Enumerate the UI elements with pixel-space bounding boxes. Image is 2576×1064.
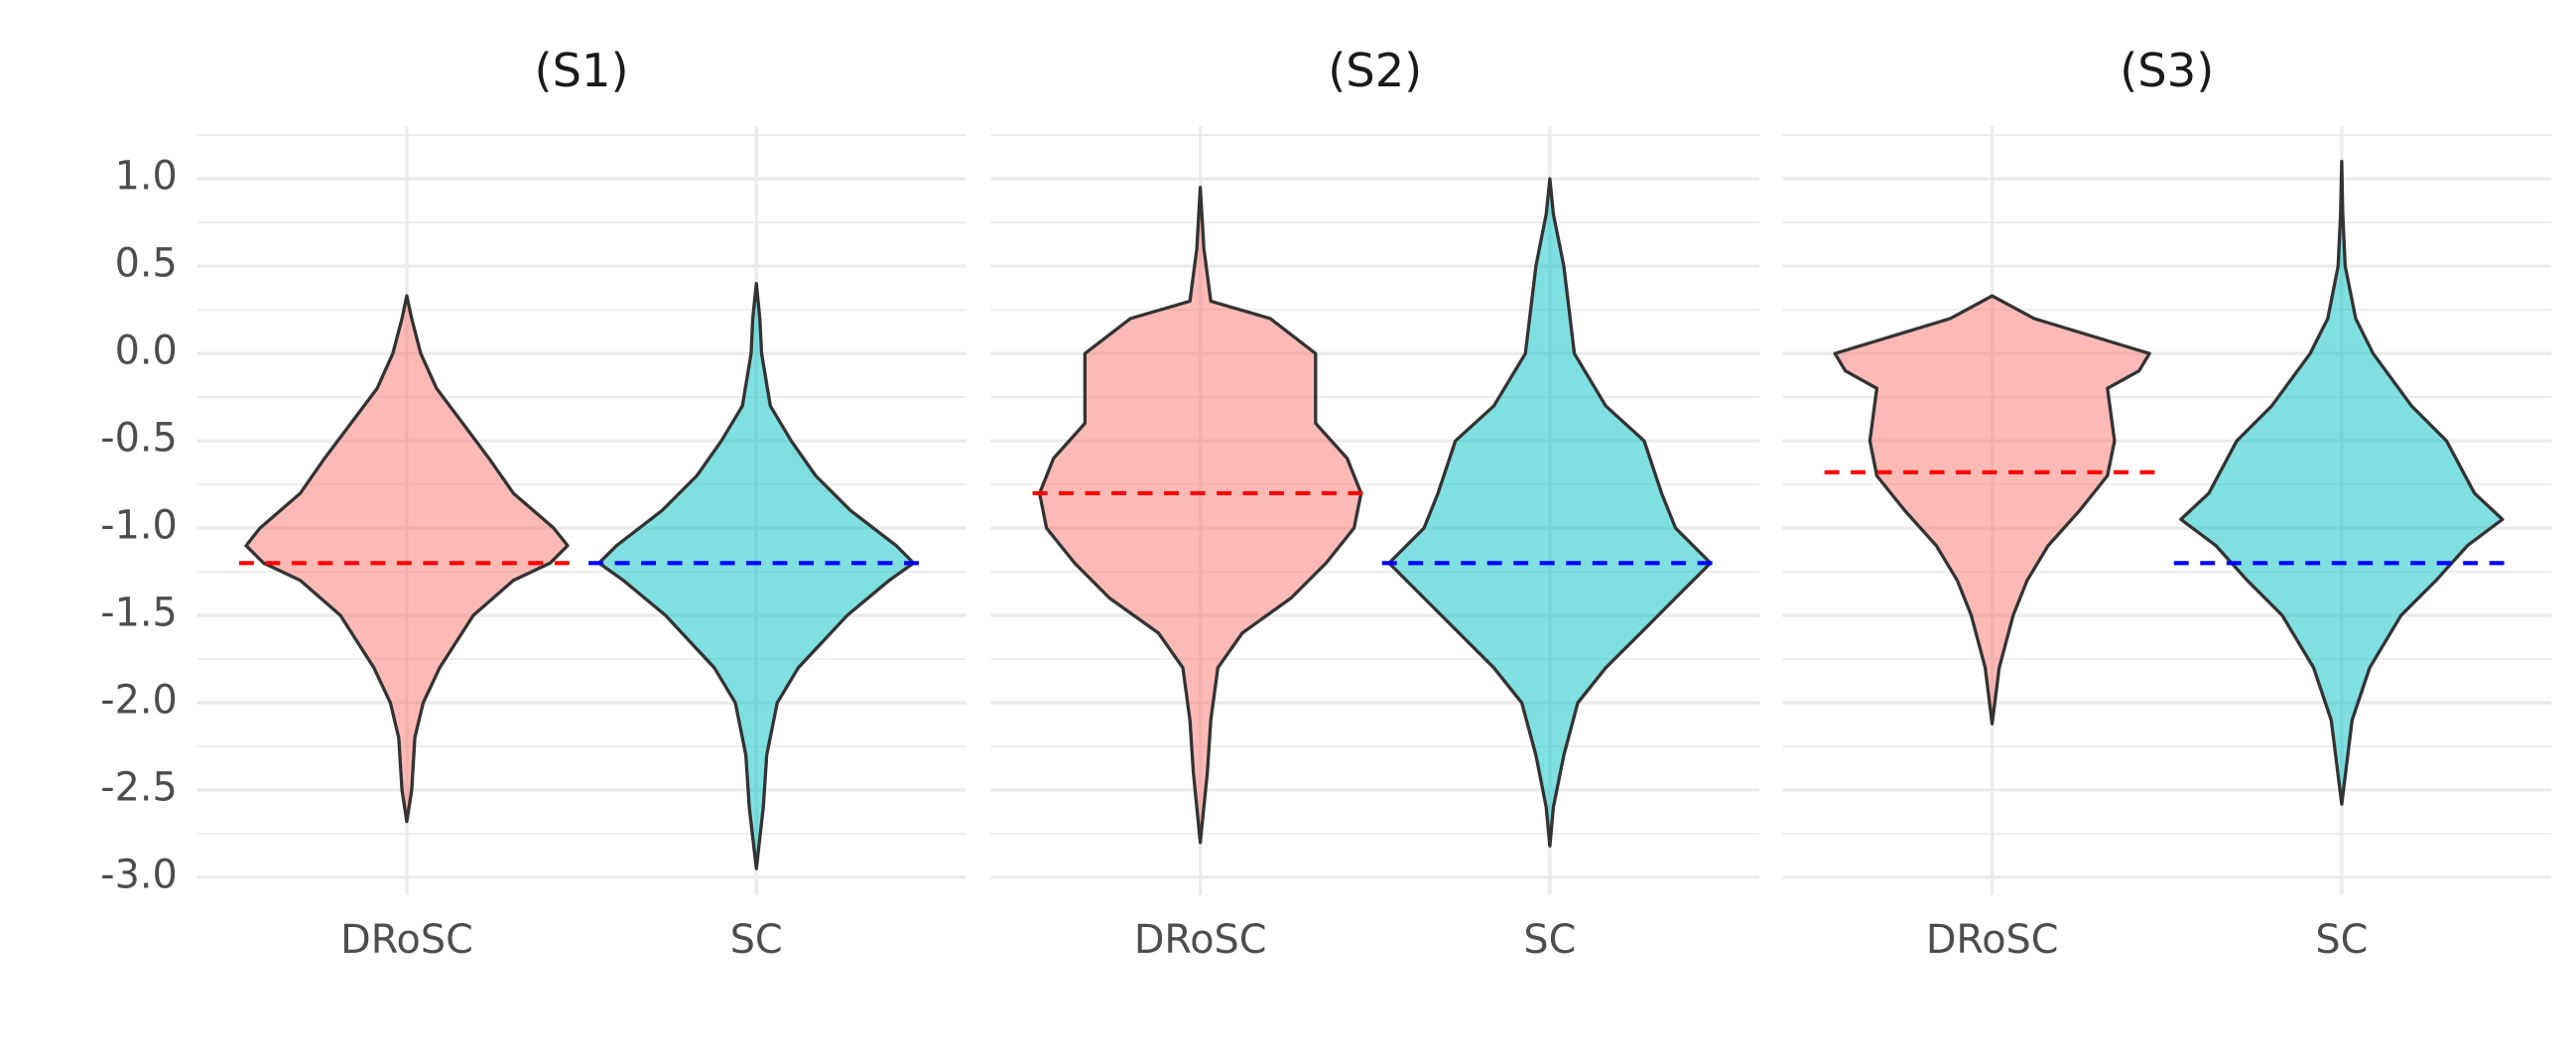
x-tick-label: DRoSC	[1134, 917, 1267, 963]
panel-title: (S1)	[535, 44, 629, 97]
y-tick-label: -2.5	[100, 765, 177, 811]
y-tick-label: 0.0	[115, 329, 178, 374]
y-tick-label: -1.0	[100, 503, 177, 549]
x-tick-label: SC	[1523, 917, 1576, 963]
y-tick-label: -3.0	[100, 853, 177, 898]
x-tick-label: DRoSC	[1926, 917, 2059, 963]
panel-title: (S3)	[2120, 44, 2214, 97]
y-tick-label: -2.0	[100, 678, 177, 724]
violin	[2179, 159, 2505, 806]
violin	[596, 282, 916, 870]
y-tick-label: -1.5	[100, 591, 177, 636]
y-tick-label: 0.5	[115, 241, 178, 287]
panel-title: (S2)	[1328, 44, 1422, 97]
violin	[244, 294, 570, 824]
x-tick-label: SC	[730, 917, 783, 963]
violin	[1387, 177, 1713, 848]
x-tick-label: SC	[2315, 917, 2368, 963]
y-tick-label: 1.0	[115, 154, 178, 200]
violin	[1833, 294, 2151, 726]
x-tick-label: DRoSC	[340, 917, 473, 963]
violin	[1038, 186, 1363, 845]
y-tick-label: -0.5	[100, 416, 177, 462]
